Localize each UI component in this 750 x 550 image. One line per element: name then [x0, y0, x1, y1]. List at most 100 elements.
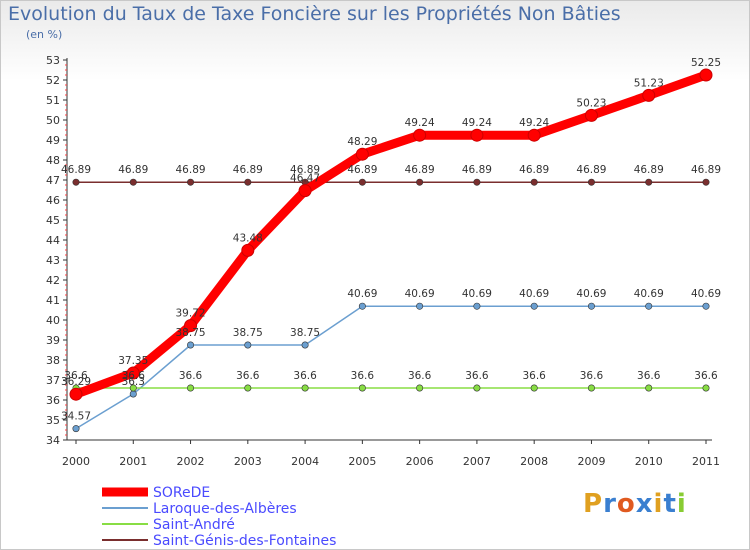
- proxiti-logo: Proxiti: [583, 489, 687, 519]
- x-tick-label: 2010: [635, 455, 663, 468]
- data-point: [530, 302, 538, 310]
- data-label: 49.24: [462, 117, 492, 129]
- data-label: 46.89: [176, 164, 206, 176]
- data-label: 46.89: [118, 164, 148, 176]
- logo-letter: x: [635, 489, 654, 519]
- logo-letter: o: [616, 489, 636, 519]
- data-label: 43.48: [233, 232, 263, 244]
- data-point: [530, 178, 538, 186]
- data-label: 40.69: [519, 288, 549, 300]
- x-tick-label: 2004: [291, 455, 319, 468]
- data-label: 40.69: [405, 288, 435, 300]
- data-label: 36.6: [122, 370, 146, 382]
- x-tick-label: 2011: [692, 455, 720, 468]
- data-point: [584, 108, 598, 122]
- data-point: [129, 178, 137, 186]
- data-label: 36.3: [122, 376, 145, 388]
- data-label: 51.23: [634, 77, 664, 89]
- data-label: 36.6: [293, 370, 317, 382]
- data-point: [129, 384, 137, 392]
- data-label: 49.24: [519, 117, 549, 129]
- y-tick-label: 43: [46, 254, 60, 267]
- data-point: [645, 302, 653, 310]
- data-label: 50.23: [576, 97, 606, 109]
- y-tick-label: 47: [46, 174, 60, 187]
- y-tick-label: 37: [46, 374, 60, 387]
- y-tick-label: 50: [46, 114, 60, 127]
- y-tick-label: 42: [46, 274, 60, 287]
- data-label: 46.89: [290, 164, 320, 176]
- data-point: [72, 425, 80, 433]
- data-point: [473, 178, 481, 186]
- data-label: 36.6: [694, 370, 718, 382]
- y-tick-label: 45: [46, 214, 60, 227]
- data-label: 46.89: [519, 164, 549, 176]
- data-point: [702, 384, 710, 392]
- data-label: 36.6: [522, 370, 546, 382]
- logo-letter: t: [663, 489, 677, 519]
- data-point: [301, 341, 309, 349]
- series-line: [71, 70, 711, 399]
- data-label: 40.69: [691, 288, 721, 300]
- data-point: [473, 384, 481, 392]
- y-tick-label: 53: [46, 54, 60, 67]
- series-laroque-des-alb-res: [72, 302, 710, 433]
- data-point: [358, 302, 366, 310]
- data-label: 37.35: [118, 355, 148, 367]
- legend-label: Saint-André: [153, 517, 235, 533]
- data-label: 40.69: [576, 288, 606, 300]
- data-point: [642, 88, 656, 102]
- data-label: 46.89: [576, 164, 606, 176]
- data-point: [470, 128, 484, 142]
- data-label: 46.89: [61, 164, 91, 176]
- x-tick-label: 2000: [62, 455, 90, 468]
- series-saint-andr-: [72, 384, 710, 392]
- data-label: 36.6: [637, 370, 661, 382]
- data-point: [355, 147, 369, 161]
- data-label: 36.6: [179, 370, 203, 382]
- x-tick-label: 2008: [520, 455, 548, 468]
- data-point: [416, 178, 424, 186]
- data-label: 36.6: [465, 370, 489, 382]
- data-label: 36.6: [408, 370, 432, 382]
- y-tick-label: 40: [46, 314, 60, 327]
- data-label: 36.29: [61, 376, 91, 388]
- series-line: [75, 305, 707, 430]
- data-label: 46.89: [634, 164, 664, 176]
- data-label: 36.6: [580, 370, 604, 382]
- x-tick-label: 2006: [406, 455, 434, 468]
- data-point: [473, 302, 481, 310]
- logo-letter: P: [583, 489, 604, 519]
- data-label: 46.89: [462, 164, 492, 176]
- data-point: [530, 384, 538, 392]
- data-label: 46.89: [347, 164, 377, 176]
- series-sorede: [69, 68, 713, 401]
- legend-label: Laroque-des-Albères: [153, 501, 297, 517]
- data-point: [187, 384, 195, 392]
- y-tick-label: 44: [46, 234, 60, 247]
- data-label: 46.47: [290, 173, 320, 185]
- data-point: [416, 384, 424, 392]
- data-label: 39.72: [176, 308, 206, 320]
- data-label: 40.69: [347, 288, 377, 300]
- chart-title: Evolution du Taux de Taxe Foncière sur l…: [8, 3, 621, 25]
- y-tick-label: 34: [46, 434, 60, 447]
- data-label: 40.69: [634, 288, 664, 300]
- y-tick-label: 41: [46, 294, 60, 307]
- data-label: 36.6: [64, 370, 88, 382]
- data-point: [413, 128, 427, 142]
- data-point: [72, 178, 80, 186]
- y-tick-label: 46: [46, 194, 60, 207]
- data-point: [184, 319, 198, 333]
- x-tick-label: 2002: [177, 455, 205, 468]
- data-point: [702, 178, 710, 186]
- data-point: [298, 184, 312, 198]
- logo-letter: i: [653, 489, 664, 519]
- data-label: 46.89: [691, 164, 721, 176]
- data-point: [129, 390, 137, 398]
- data-point: [69, 387, 83, 401]
- x-tick-label: 2003: [234, 455, 262, 468]
- data-label: 52.25: [691, 57, 721, 69]
- data-label: 49.24: [405, 117, 435, 129]
